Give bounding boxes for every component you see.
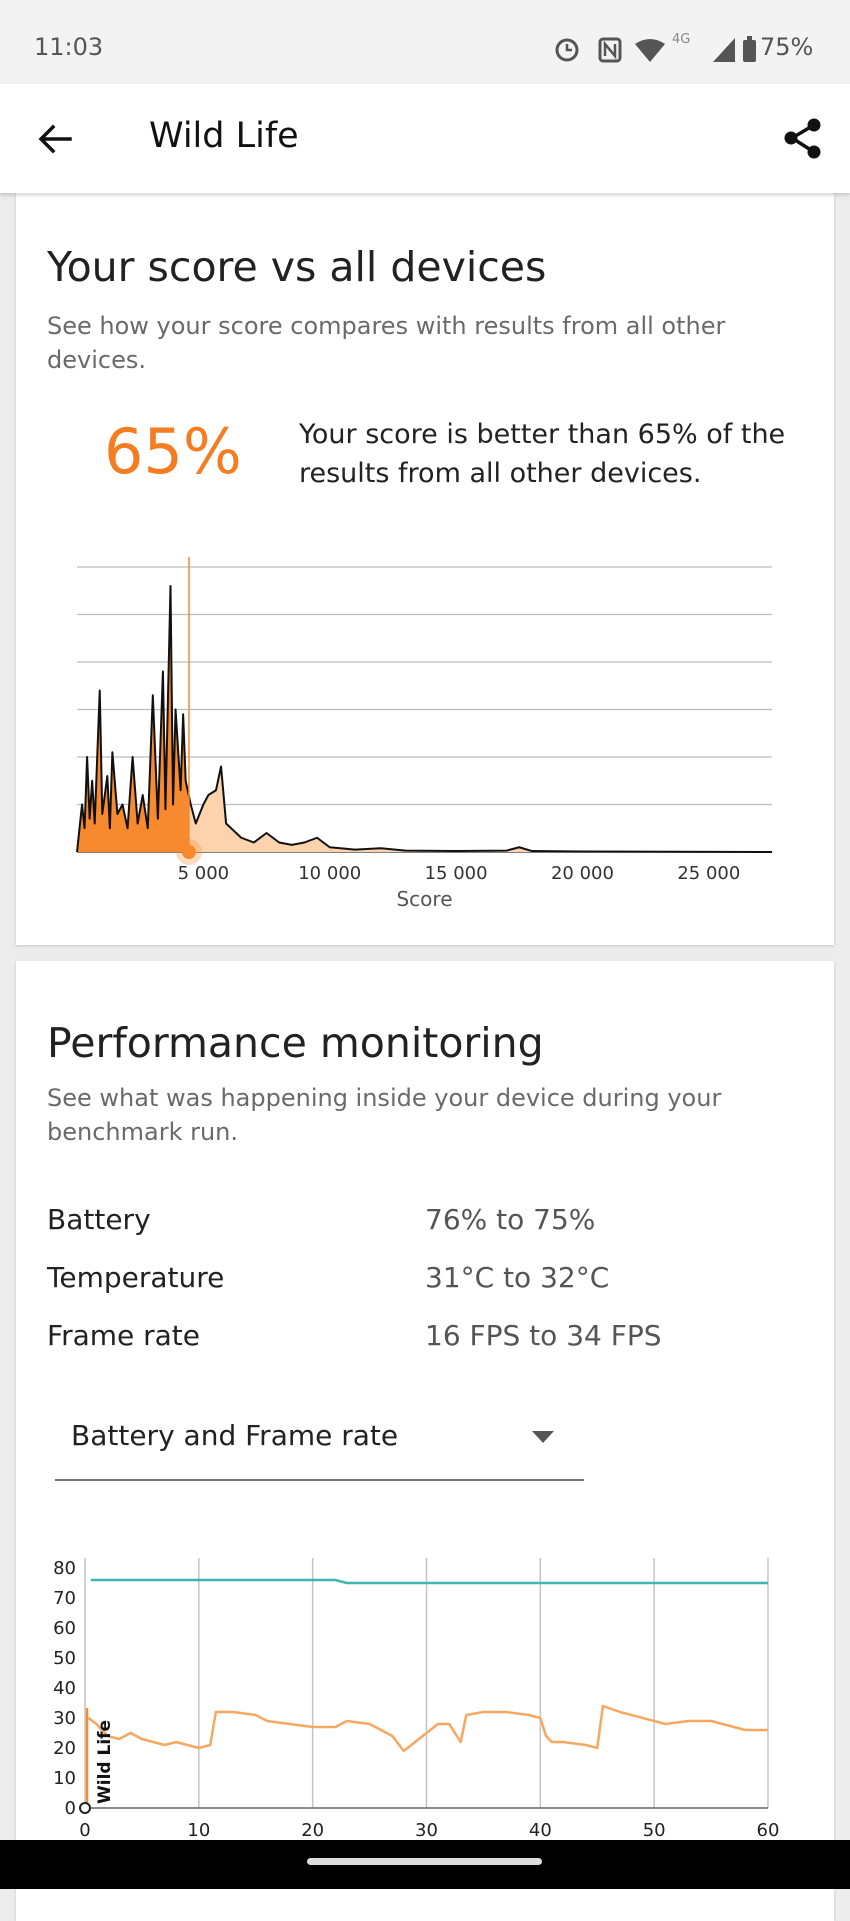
x-tick-label: 50 (643, 1820, 666, 1841)
back-arrow (38, 124, 72, 154)
x-tick-label: 20 (301, 1820, 324, 1841)
y-tick-label: 70 (53, 1588, 76, 1609)
y-tick-label: 80 (53, 1558, 76, 1579)
card-title: Your score vs all devices (47, 243, 547, 291)
back-button[interactable] (36, 120, 76, 160)
dropdown-arrow (532, 1431, 554, 1443)
card-subtitle: See what was happening inside your devic… (47, 1084, 722, 1146)
app-bar: Wild Life (0, 84, 850, 193)
y-tick-label: 60 (53, 1618, 76, 1639)
dropdown[interactable]: Battery and Frame rate (55, 1401, 584, 1481)
status-time: 11:03 (34, 33, 104, 61)
status-icons (555, 36, 756, 63)
x-tick-label: 20 000 (551, 863, 614, 884)
row-label: Temperature (47, 1261, 225, 1294)
area-above-score (188, 766, 772, 852)
network-type: 4G (672, 32, 691, 47)
battery-tip (747, 36, 752, 40)
card-subtitle: See how your score compares with results… (47, 312, 726, 374)
alarm-icon (555, 38, 579, 62)
row-value: 31°C to 32°C (425, 1261, 610, 1294)
x-axis-label: Score (396, 887, 452, 911)
x-tick-label: 25 000 (677, 863, 740, 884)
percentile: 65% (104, 415, 242, 488)
y-tick-label: 30 (53, 1708, 76, 1729)
status-bar: 11:03 4G 75% (0, 0, 850, 84)
area-below-score (77, 586, 189, 852)
series-line (87, 1704, 768, 1753)
dropdown-triangle (532, 1431, 554, 1443)
share-dot (807, 145, 821, 159)
annotation-label: Wild Life (95, 1720, 115, 1804)
wifi-icon (635, 39, 665, 62)
x-tick-label: 0 (79, 1820, 90, 1841)
y-tick-label: 0 (65, 1798, 76, 1819)
app-title: Wild Life (149, 116, 299, 156)
dropdown-text: Battery and Frame rate (71, 1419, 399, 1452)
y-tick-label: 10 (53, 1768, 76, 1789)
battery-percent: 75% (760, 33, 814, 61)
row-value: 76% to 75% (425, 1203, 596, 1236)
navigation-bar (0, 1840, 850, 1889)
y-tick-label: 20 (53, 1738, 76, 1759)
y-tick-label: 50 (53, 1648, 76, 1669)
score-marker-dot (181, 845, 196, 859)
origin-dot (79, 1802, 91, 1814)
x-tick-label: 5 000 (178, 863, 230, 884)
home-indicator[interactable] (307, 1858, 542, 1865)
x-tick-label: 10 (187, 1820, 210, 1841)
signal-icon (713, 38, 735, 62)
x-tick-label: 40 (529, 1820, 552, 1841)
x-tick-label: 10 000 (298, 863, 361, 884)
x-tick-label: 30 (415, 1820, 438, 1841)
row-label: Battery (47, 1203, 151, 1236)
row-label: Frame rate (47, 1319, 201, 1352)
y-tick-label: 40 (53, 1678, 76, 1699)
series-line (90, 1578, 768, 1585)
nfc-n (603, 40, 617, 60)
share-dot (784, 131, 798, 145)
percentile-summary: Your score is better than 65% of the res… (299, 419, 786, 489)
share-dot (807, 118, 821, 132)
x-tick-label: 15 000 (425, 863, 488, 884)
alarm-hands (565, 44, 572, 52)
performance-card: Performance monitoring See what was happ… (16, 961, 834, 1921)
battery-icon (743, 40, 756, 62)
x-tick-label: 60 (757, 1820, 780, 1841)
distribution-line (76, 585, 773, 853)
card-title: Performance monitoring (47, 1019, 544, 1067)
share-button[interactable] (780, 116, 826, 162)
row-value: 16 FPS to 34 FPS (425, 1319, 662, 1352)
nfc-icon (598, 37, 622, 63)
